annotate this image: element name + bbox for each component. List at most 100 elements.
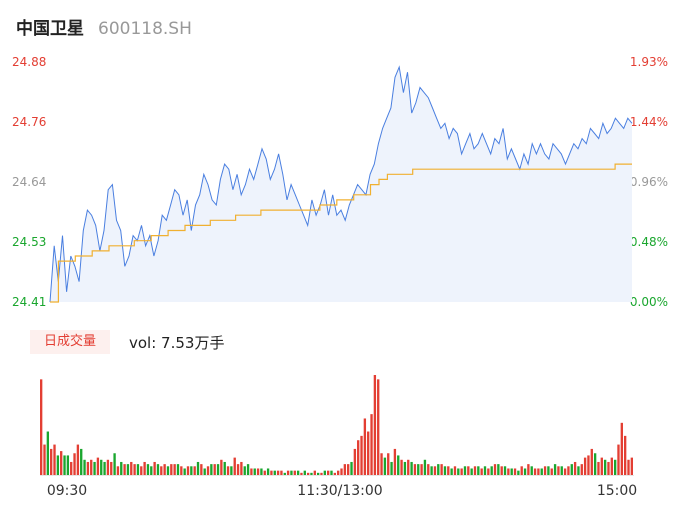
- volume-bar: [493, 464, 497, 475]
- volume-bar: [43, 444, 46, 475]
- volume-bar: [510, 468, 513, 475]
- volume-bar: [517, 470, 520, 475]
- pct-tick-label: 0.00%: [630, 295, 668, 309]
- volume-bar: [610, 457, 613, 475]
- volume-bar: [180, 466, 183, 475]
- volume-bar: [206, 466, 210, 475]
- volume-bar: [93, 461, 96, 475]
- volume-bar: [403, 461, 407, 475]
- volume-bar: [113, 453, 116, 475]
- volume-bar: [220, 459, 223, 475]
- price-tick-label: 24.41: [12, 295, 46, 309]
- volume-bar: [120, 461, 123, 475]
- volume-bar: [590, 448, 593, 475]
- volume-bar: [86, 461, 90, 475]
- volume-bar: [226, 466, 230, 475]
- price-tick-label: 24.64: [12, 175, 46, 189]
- volume-bar: [240, 461, 243, 475]
- volume-bar: [276, 470, 280, 475]
- volume-bar: [213, 464, 216, 475]
- stock-code: 600118.SH: [98, 19, 192, 39]
- volume-bar: [603, 459, 607, 475]
- volume-bar: [313, 470, 316, 475]
- volume-bar: [393, 448, 397, 475]
- volume-bar: [450, 468, 453, 475]
- volume-bar: [410, 461, 413, 475]
- volume-bar: [163, 464, 166, 475]
- volume-bar: [440, 464, 443, 475]
- volume-bar: [530, 466, 533, 475]
- volume-bar: [100, 459, 103, 475]
- volume-bar: [587, 455, 590, 475]
- volume-bar: [527, 464, 530, 475]
- volume-bar: [580, 464, 583, 475]
- volume-bar: [256, 468, 260, 475]
- volume-bar: [390, 461, 393, 475]
- volume-bar: [290, 470, 293, 475]
- volume-bar: [320, 472, 323, 475]
- volume-bar: [560, 466, 563, 475]
- volume-bar: [583, 457, 587, 475]
- volume-bar: [497, 464, 500, 475]
- volume-bar: [146, 464, 150, 475]
- volume-bar: [160, 466, 163, 475]
- volume-bar: [397, 455, 400, 475]
- volume-bar: [513, 468, 517, 475]
- volume-bar: [123, 464, 126, 475]
- volume-bar: [230, 466, 233, 475]
- volume-bar: [133, 464, 136, 475]
- volume-bar: [430, 466, 433, 475]
- volume-bar: [223, 461, 226, 475]
- volume-bar: [490, 466, 493, 475]
- volume-bar: [467, 466, 470, 475]
- volume-bar: [76, 444, 80, 475]
- volume-bar: [380, 453, 383, 475]
- volume-bar: [280, 470, 283, 475]
- volume-bar: [303, 470, 306, 475]
- volume-bar: [250, 468, 253, 475]
- volume-bar: [253, 468, 256, 475]
- volume-bar: [340, 468, 343, 475]
- volume-bar: [343, 464, 347, 475]
- volume-bar: [333, 472, 336, 475]
- volume-bar: [567, 466, 570, 475]
- volume-bar: [550, 468, 553, 475]
- volume-bar: [90, 459, 93, 475]
- volume-bar: [377, 379, 380, 475]
- volume-bar: [286, 470, 290, 475]
- volume-bar: [316, 472, 320, 475]
- pct-tick-label: 0.96%: [630, 175, 668, 189]
- volume-bar: [203, 468, 206, 475]
- price-tick-label: 24.53: [12, 235, 46, 249]
- volume-bar: [116, 466, 120, 475]
- volume-readout: vol: 7.53万手: [129, 334, 225, 352]
- volume-bar: [210, 464, 213, 475]
- volume-bar: [630, 457, 633, 475]
- volume-bar: [480, 468, 483, 475]
- volume-bar: [620, 422, 623, 475]
- volume-bar: [540, 468, 543, 475]
- volume-bar: [96, 457, 100, 475]
- volume-bar: [470, 468, 473, 475]
- volume-bar: [553, 464, 557, 475]
- volume-bar: [176, 464, 180, 475]
- price-tick-label: 24.88: [12, 55, 46, 69]
- volume-bar: [300, 472, 303, 475]
- volume-bar: [577, 466, 580, 475]
- volume-bar: [547, 466, 550, 475]
- average-line: [50, 163, 632, 303]
- volume-bar: [363, 418, 367, 475]
- volume-bar: [417, 464, 420, 475]
- volume-bar: [53, 444, 56, 475]
- volume-bar: [136, 464, 140, 475]
- volume-bar: [607, 461, 610, 475]
- volume-bar: [190, 466, 193, 475]
- daily-volume-tab[interactable]: 日成交量: [30, 330, 110, 354]
- volume-bar: [140, 466, 143, 475]
- volume-bar: [166, 466, 170, 475]
- volume-bar: [433, 466, 437, 475]
- volume-bar: [143, 461, 146, 475]
- volume-bar: [460, 468, 463, 475]
- volume-bar: [337, 470, 340, 475]
